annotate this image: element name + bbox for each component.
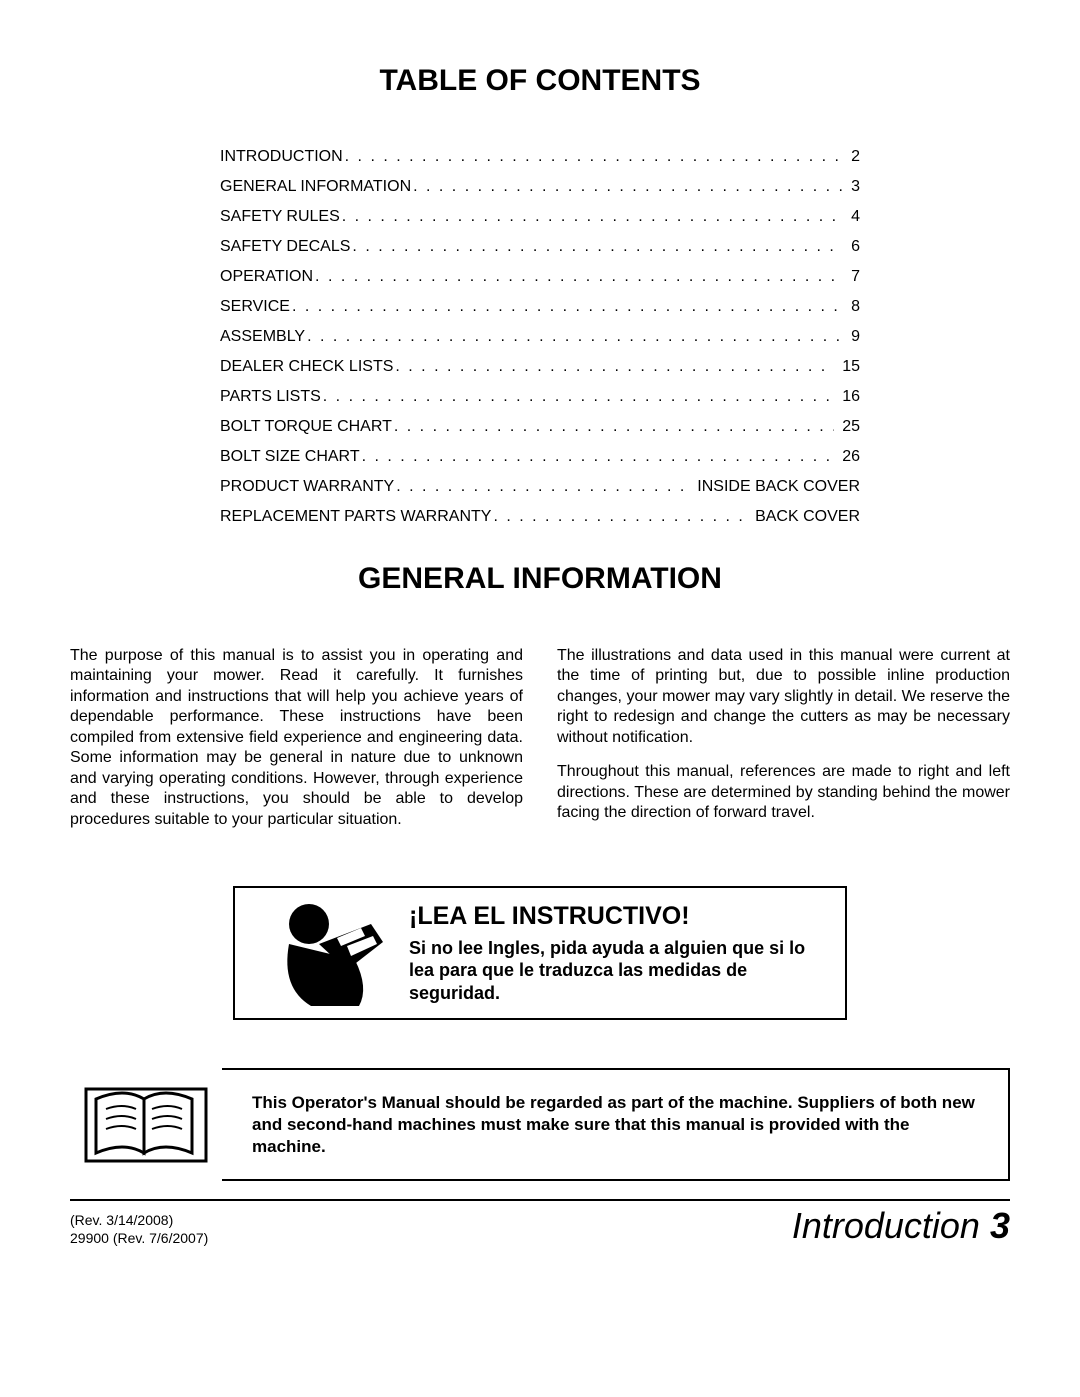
toc-page: 26: [834, 448, 860, 466]
toc-label: SERVICE: [220, 298, 290, 316]
toc-row: INTRODUCTION 2: [220, 148, 860, 166]
toc-page: 16: [834, 388, 860, 406]
toc-page: 25: [834, 418, 860, 436]
toc-page: 9: [843, 328, 860, 346]
toc-page: 8: [843, 298, 860, 316]
footer-revisions: (Rev. 3/14/2008) 29900 (Rev. 7/6/2007): [70, 1207, 208, 1247]
general-info-paragraph: The purpose of this manual is to assist …: [70, 646, 523, 830]
toc-label: SAFETY RULES: [220, 208, 340, 226]
toc-dots: [393, 358, 834, 376]
toc-label: ASSEMBLY: [220, 328, 305, 346]
toc-dots: [290, 298, 843, 316]
toc-dots: [411, 178, 843, 196]
toc-row: SAFETY RULES 4: [220, 208, 860, 226]
toc-row: REPLACEMENT PARTS WARRANTY BACK COVER: [220, 508, 860, 526]
open-book-icon: [70, 1067, 222, 1183]
toc-row: BOLT SIZE CHART 26: [220, 448, 860, 466]
toc-label: OPERATION: [220, 268, 313, 286]
toc-label: DEALER CHECK LISTS: [220, 358, 393, 376]
toc-row: GENERAL INFORMATION 3: [220, 178, 860, 196]
toc-dots: [491, 508, 747, 526]
toc-page: 4: [843, 208, 860, 226]
person-reading-icon: [251, 898, 391, 1008]
general-info-left-col: The purpose of this manual is to assist …: [70, 646, 523, 844]
footer-rev-line: (Rev. 3/14/2008): [70, 1211, 208, 1229]
toc-label: PRODUCT WARRANTY: [220, 478, 394, 496]
general-info-paragraph: Throughout this manual, references are m…: [557, 762, 1010, 823]
page-footer: (Rev. 3/14/2008) 29900 (Rev. 7/6/2007) I…: [70, 1199, 1010, 1247]
general-info-right-col: The illustrations and data used in this …: [557, 646, 1010, 844]
toc-label: INTRODUCTION: [220, 148, 343, 166]
toc-dots: [305, 328, 843, 346]
general-info-columns: The purpose of this manual is to assist …: [70, 646, 1010, 844]
toc-label: GENERAL INFORMATION: [220, 178, 411, 196]
toc-row: ASSEMBLY 9: [220, 328, 860, 346]
manual-notice-text: This Operator's Manual should be regarde…: [252, 1092, 986, 1157]
toc-dots: [392, 418, 834, 436]
table-of-contents: INTRODUCTION 2 GENERAL INFORMATION 3 SAFET…: [220, 148, 860, 526]
toc-page: BACK COVER: [747, 508, 860, 526]
toc-dots: [360, 448, 835, 466]
toc-row: SERVICE 8: [220, 298, 860, 316]
toc-page: 2: [843, 148, 860, 166]
toc-dots: [350, 238, 843, 256]
general-info-paragraph: The illustrations and data used in this …: [557, 646, 1010, 748]
footer-section: Introduction 3: [792, 1205, 1010, 1247]
toc-label: BOLT SIZE CHART: [220, 448, 360, 466]
manual-notice: This Operator's Manual should be regarde…: [70, 1068, 1010, 1181]
toc-row: OPERATION 7: [220, 268, 860, 286]
footer-section-name: Introduction: [792, 1205, 980, 1246]
toc-row: SAFETY DECALS 6: [220, 238, 860, 256]
lea-instructivo-box: ¡LEA EL INSTRUCTIVO! Si no lee Ingles, p…: [233, 886, 847, 1020]
toc-row: PRODUCT WARRANTY INSIDE BACK COVER: [220, 478, 860, 496]
toc-row: DEALER CHECK LISTS 15: [220, 358, 860, 376]
toc-row: PARTS LISTS 16: [220, 388, 860, 406]
toc-dots: [394, 478, 689, 496]
toc-label: PARTS LISTS: [220, 388, 321, 406]
toc-title: TABLE OF CONTENTS: [70, 64, 1010, 98]
toc-label: BOLT TORQUE CHART: [220, 418, 392, 436]
toc-dots: [313, 268, 843, 286]
toc-page: 7: [843, 268, 860, 286]
toc-page: 15: [834, 358, 860, 376]
general-info-title: GENERAL INFORMATION: [70, 562, 1010, 596]
toc-row: BOLT TORQUE CHART 25: [220, 418, 860, 436]
toc-dots: [321, 388, 834, 406]
toc-page: INSIDE BACK COVER: [689, 478, 860, 496]
toc-dots: [340, 208, 843, 226]
footer-rev-line: 29900 (Rev. 7/6/2007): [70, 1229, 208, 1247]
toc-dots: [343, 148, 843, 166]
toc-page: 3: [843, 178, 860, 196]
toc-page: 6: [843, 238, 860, 256]
toc-label: SAFETY DECALS: [220, 238, 350, 256]
toc-label: REPLACEMENT PARTS WARRANTY: [220, 508, 491, 526]
lea-body: Si no lee Ingles, pida ayuda a alguien q…: [409, 937, 817, 1005]
footer-page-number: 3: [990, 1205, 1010, 1246]
lea-title: ¡LEA EL INSTRUCTIVO!: [409, 902, 817, 931]
